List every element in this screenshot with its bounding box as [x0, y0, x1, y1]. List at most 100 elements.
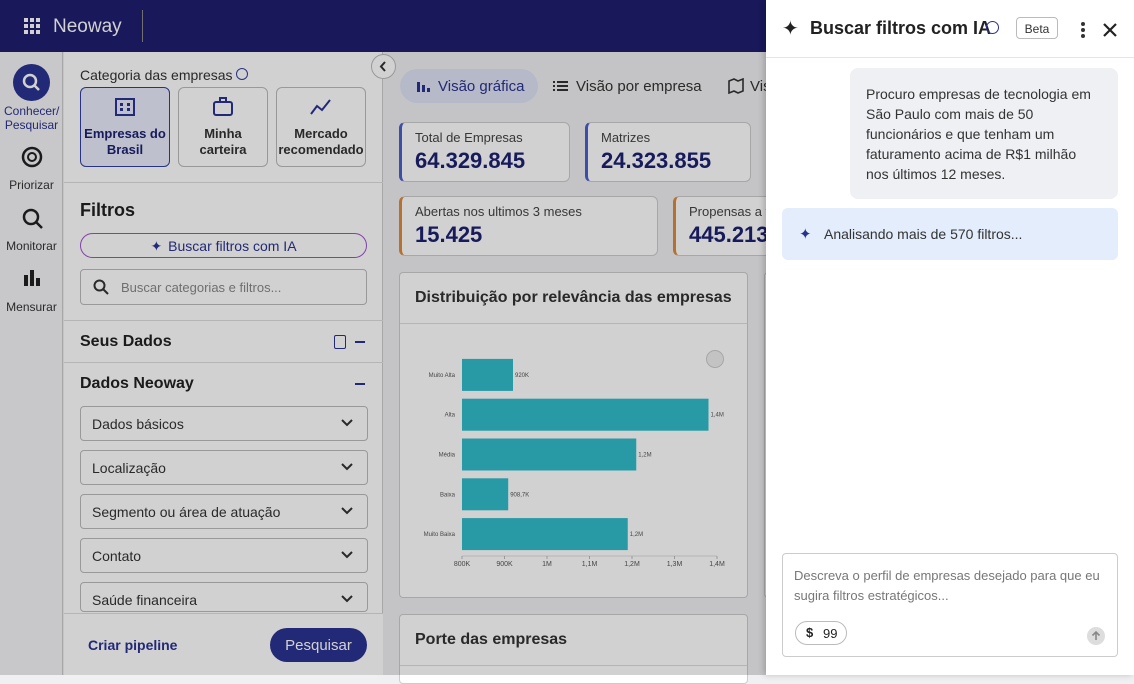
ai-filter-label: Buscar filtros com IA: [168, 238, 297, 254]
panel-title: Buscar filtros com IA: [810, 18, 992, 38]
tab-icon: [553, 81, 568, 91]
filter-item[interactable]: Contato: [80, 538, 368, 573]
side-nav: Conhecer/ Pesquisar Priorizar Monitorar …: [0, 52, 63, 675]
top-bar: Neoway: [0, 0, 766, 52]
sparkle-icon: ✦: [799, 226, 812, 243]
upload-icon[interactable]: [334, 335, 346, 349]
kpi-value: 445.213: [689, 222, 769, 247]
filter-item-label: Saúde financeira: [92, 592, 198, 608]
prompt-input[interactable]: Descreva o perfil de empresas desejado p…: [782, 553, 1118, 657]
y-tick-label: Muito Alta: [429, 373, 456, 379]
card-title: Distribuição por relevância das empresas: [400, 273, 747, 324]
value-label: 1,2M: [630, 532, 643, 538]
kpi-value: 64.329.845: [415, 148, 526, 173]
kpi-card: Abertas nos ultimos 3 meses 15.425: [399, 196, 658, 256]
create-pipeline[interactable]: Criar pipeline: [88, 637, 178, 653]
filter-item-label: Dados básicos: [92, 416, 184, 432]
nav-label[interactable]: Priorizar: [9, 178, 54, 192]
download-button[interactable]: [706, 350, 724, 368]
section-title[interactable]: Dados Neoway: [80, 375, 194, 392]
x-tick-label: 1M: [542, 561, 552, 568]
nav-icon[interactable]: [21, 207, 43, 229]
tab-icon: [417, 82, 430, 92]
nav-label[interactable]: Mensurar: [6, 300, 57, 314]
kpi-card: Matrizes 24.323.855: [585, 122, 751, 182]
filter-item-label: Contato: [92, 548, 142, 564]
credits: 99: [823, 626, 838, 641]
category-button[interactable]: Empresas do Brasil: [80, 87, 170, 167]
kpi-card: Propensas a f 445.213: [673, 196, 773, 256]
overlay[interactable]: [0, 0, 766, 675]
close-button[interactable]: [1102, 22, 1118, 38]
credits-chip: $99: [795, 621, 847, 645]
bar: [462, 478, 509, 511]
divider: [64, 320, 383, 321]
nav-icon[interactable]: [23, 269, 41, 287]
bar: [462, 518, 628, 551]
menu-button[interactable]: [1080, 21, 1086, 39]
x-tick-label: 1,3M: [667, 561, 683, 568]
kpi-label: Propensas a f: [689, 204, 770, 219]
value-label: 908,7K: [510, 492, 529, 498]
ai-filter-button[interactable]: ✦ Buscar filtros com IA: [80, 233, 367, 258]
dollar-icon: $: [806, 625, 814, 640]
search-input[interactable]: Buscar categorias e filtros...: [80, 269, 367, 305]
user-message: Procuro empresas de tecnologia em São Pa…: [850, 68, 1118, 199]
logo: Neoway: [53, 16, 122, 37]
nav-icon[interactable]: [21, 146, 43, 168]
x-tick-label: 1,4M: [709, 561, 725, 568]
divider: [766, 57, 1134, 58]
filter-item[interactable]: Localização: [80, 450, 368, 485]
status-message: Analisando mais de 570 filtros...: [782, 208, 1118, 260]
kpi-card: Total de Empresas 64.329.845: [399, 122, 570, 182]
beta-badge: Beta: [1016, 17, 1058, 39]
card-title: Porte das empresas: [400, 615, 747, 666]
tab[interactable]: Visão por empresa: [576, 78, 702, 95]
x-tick-label: 1,1M: [582, 561, 598, 568]
category-button[interactable]: Mercado recomendado: [276, 87, 366, 167]
chart-card: Porte das empresas: [399, 614, 748, 684]
tab[interactable]: Vis: [750, 78, 771, 95]
section-title[interactable]: Seus Dados: [80, 333, 172, 350]
kpi-label: Abertas nos ultimos 3 meses: [415, 204, 582, 219]
x-tick-label: 1,2M: [624, 561, 640, 568]
nav-label[interactable]: Conhecer/ Pesquisar: [4, 104, 60, 132]
kpi-label: Total de Empresas: [415, 130, 523, 145]
help-icon[interactable]: [986, 21, 999, 34]
filter-item[interactable]: Segmento ou área de atuação: [80, 494, 368, 529]
divider: [142, 10, 143, 42]
bar: [462, 398, 709, 431]
filter-item-label: Localização: [92, 460, 166, 476]
value-label: 1,4M: [711, 413, 724, 419]
nav-active[interactable]: [13, 64, 50, 101]
category-button[interactable]: Minha carteira: [178, 87, 268, 167]
category-icon: [310, 99, 331, 115]
collapse-button[interactable]: [371, 54, 396, 79]
search-button[interactable]: Pesquisar: [270, 628, 367, 662]
filter-item-label: Segmento ou área de atuação: [92, 504, 281, 520]
apps-icon[interactable]: [24, 18, 40, 34]
collapse-icon[interactable]: [355, 341, 365, 343]
send-button[interactable]: [1087, 627, 1105, 645]
help-icon[interactable]: [236, 68, 248, 80]
search-icon: [93, 279, 109, 295]
filter-item[interactable]: Dados básicos: [80, 406, 368, 441]
tab-icon: [728, 78, 744, 94]
sparkle-icon: ✦: [782, 18, 799, 40]
bar: [462, 438, 637, 471]
category-icon: [115, 98, 135, 116]
relevance-chart: 800K 900K 1M 1,1M 1,2M 1,3M 1,4M Muito Alta 920K…: [424, 358, 725, 568]
x-tick-label: 900K: [496, 561, 513, 568]
filter-item[interactable]: Saúde financeira: [80, 582, 368, 612]
kpi-value: 15.425: [415, 222, 483, 247]
filters-title: Filtros: [80, 200, 136, 220]
kpi-label: Matrizes: [601, 130, 651, 145]
divider: [64, 182, 383, 183]
nav-label[interactable]: Monitorar: [6, 239, 57, 253]
collapse-icon[interactable]: [355, 383, 365, 385]
ai-panel: ✦ Buscar filtros com IA Beta Procuro emp…: [766, 0, 1134, 675]
bar: [462, 358, 513, 391]
tab[interactable]: Visão gráfica: [438, 78, 525, 95]
y-tick-label: Muito Baixa: [424, 532, 456, 538]
